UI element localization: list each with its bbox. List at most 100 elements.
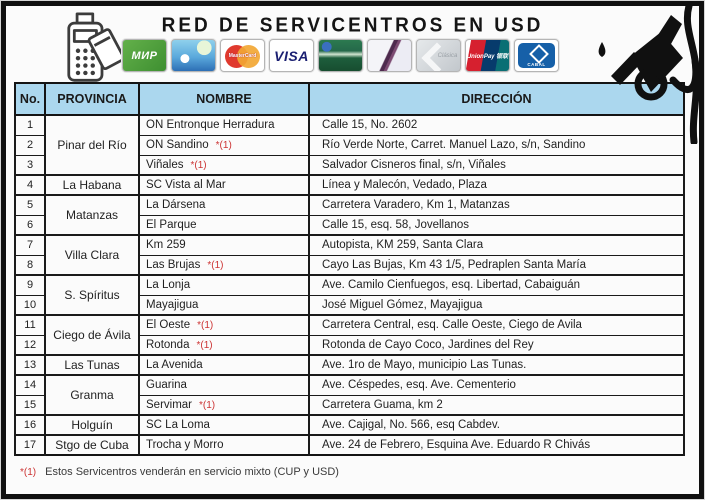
province-cell: Stgo de Cuba bbox=[44, 434, 140, 456]
direccion-cell: Rotonda de Cayo Coco, Jardines del Rey bbox=[308, 334, 685, 356]
footnote: *(1) Estos Servicentros venderán en servi… bbox=[20, 466, 339, 478]
nombre-cell: El Parque bbox=[138, 214, 310, 236]
table-row: 3 Viñales *(1) Salvador Cisneros final, s/n… bbox=[14, 154, 685, 176]
direccion-cell: Río Verde Norte, Carret. Manuel Lazo, s/… bbox=[308, 134, 685, 156]
direccion-cell: José Miguel Gómez, Mayajigua bbox=[308, 294, 685, 316]
row-number-cell: 2 bbox=[14, 134, 46, 156]
servicenter-table: No. PROVINCIA NOMBRE DIRECCIÓN 1 Pinar de… bbox=[14, 82, 685, 456]
tropical-beach-card bbox=[171, 39, 216, 72]
table-row: 5 Matanzas La Dársena Carretera Varadero, K… bbox=[14, 194, 685, 236]
nombre-cell: ON Entronque Herradura bbox=[138, 114, 310, 136]
servicentro-name: Las Brujas bbox=[146, 258, 201, 271]
row-number-cell: 14 bbox=[14, 374, 46, 396]
table-row: 7 Villa Clara Km 259 Autopista, KM 259, San… bbox=[14, 234, 685, 276]
direccion-cell: Autopista, KM 259, Santa Clara bbox=[308, 234, 685, 256]
servicentro-name: SC Vista al Mar bbox=[146, 179, 226, 191]
servicentro-name: El Parque bbox=[146, 218, 197, 231]
footnote-text: Estos Servicentros venderán en servicio … bbox=[45, 466, 339, 478]
card-label: CABAL bbox=[527, 62, 546, 67]
header-direccion: DIRECCIÓN bbox=[308, 82, 685, 116]
province-cell: Villa Clara bbox=[44, 234, 140, 276]
pos-terminal-card-icon bbox=[56, 12, 125, 89]
row-number-cell: 7 bbox=[14, 234, 46, 256]
nombre-cell: Guarina bbox=[138, 374, 310, 396]
nombre-cell: Viñales *(1) bbox=[138, 154, 310, 176]
servicentro-name: Guarina bbox=[146, 379, 187, 392]
row-number-cell: 6 bbox=[14, 214, 46, 236]
direccion-cell: Línea y Malecón, Vedado, Plaza bbox=[308, 174, 685, 196]
servicentro-name: Rotonda bbox=[146, 338, 190, 351]
mixed-service-marker: *(1) bbox=[197, 320, 214, 332]
servicentro-name: Mayajigua bbox=[146, 298, 199, 311]
nombre-cell: La Lonja bbox=[138, 274, 310, 296]
row-number-cell: 16 bbox=[14, 414, 46, 436]
direccion-cell: Ave. Cajigal, No. 566, esq Cabdev. bbox=[308, 414, 685, 436]
row-number-cell: 9 bbox=[14, 274, 46, 296]
table-row: 11 Ciego de Ávila El Oeste *(1) Carretera Ce… bbox=[14, 314, 685, 356]
servicentro-name: SC La Loma bbox=[146, 419, 210, 431]
card-label: Clásica bbox=[437, 52, 458, 59]
nombre-cell: SC La Loma bbox=[138, 414, 310, 436]
card-strip: МИР MasterCard VISA Clásica UnionPay 银联 CABAL bbox=[122, 39, 559, 72]
table-row: 2 ON Sandino *(1) Río Verde Norte, Carret. … bbox=[14, 134, 685, 156]
row-number-cell: 1 bbox=[14, 114, 46, 136]
nombre-cell: El Oeste *(1) bbox=[138, 314, 310, 336]
page-title: RED DE SERVICENTROS EN USD bbox=[161, 14, 544, 37]
servicentro-name: Viñales bbox=[146, 158, 184, 171]
green-bank-card bbox=[318, 39, 363, 72]
footnote-marker: *(1) bbox=[20, 467, 37, 478]
direccion-cell: Carretera Guama, km 2 bbox=[308, 394, 685, 416]
row-number-cell: 4 bbox=[14, 174, 46, 196]
swoosh-bank-card bbox=[367, 39, 412, 72]
nombre-cell: Km 259 bbox=[138, 234, 310, 256]
cabal-card: CABAL bbox=[514, 39, 559, 72]
unionpay-card: UnionPay 银联 bbox=[465, 39, 510, 72]
direccion-cell: Salvador Cisneros final, s/n, Viñales bbox=[308, 154, 685, 176]
province-cell: Granma bbox=[44, 374, 140, 416]
header-nombre: NOMBRE bbox=[138, 82, 310, 116]
mastercard-card: MasterCard bbox=[220, 39, 265, 72]
servicentro-name: ON Entronque Herradura bbox=[146, 119, 275, 132]
nombre-cell: Trocha y Morro bbox=[138, 434, 310, 456]
header-no: No. bbox=[14, 82, 46, 116]
card-label: VISA bbox=[274, 47, 309, 64]
row-number-cell: 12 bbox=[14, 334, 46, 356]
nombre-cell: Servimar *(1) bbox=[138, 394, 310, 416]
direccion-cell: Ave. Céspedes, esq. Ave. Cementerio bbox=[308, 374, 685, 396]
direccion-cell: Carretera Varadero, Km 1, Matanzas bbox=[308, 194, 685, 216]
chevron-bank-card: Clásica bbox=[416, 39, 461, 72]
table-body: 1 Pinar del Río ON Entronque Herradura Call… bbox=[14, 114, 685, 456]
visa-card: VISA bbox=[269, 39, 314, 72]
direccion-cell: Ave. 24 de Febrero, Esquina Ave. Eduardo… bbox=[308, 434, 685, 456]
table-row: 13 Las Tunas La Avenida Ave. 1ro de Mayo, m… bbox=[14, 354, 685, 376]
nombre-cell: ON Sandino *(1) bbox=[138, 134, 310, 156]
table-row: 17 Stgo de Cuba Trocha y Morro Ave. 24 de F… bbox=[14, 434, 685, 456]
mir-card: МИР bbox=[122, 39, 167, 72]
servicenter-table-wrap: No. PROVINCIA NOMBRE DIRECCIÓN 1 Pinar de… bbox=[14, 82, 685, 456]
header: RED DE SERVICENTROS EN USD МИР MasterCard… bbox=[6, 6, 699, 146]
nombre-cell: SC Vista al Mar bbox=[138, 174, 310, 196]
table-row: 16 Holguín SC La Loma Ave. Cajigal, No. 566… bbox=[14, 414, 685, 436]
row-number-cell: 15 bbox=[14, 394, 46, 416]
row-number-cell: 3 bbox=[14, 154, 46, 176]
province-cell: Ciego de Ávila bbox=[44, 314, 140, 356]
row-number-cell: 13 bbox=[14, 354, 46, 376]
direccion-cell: Cayo Las Bujas, Km 43 1/5, Pedraplen San… bbox=[308, 254, 685, 276]
card-label: UnionPay 银联 bbox=[466, 54, 509, 60]
row-number-cell: 11 bbox=[14, 314, 46, 336]
header-provincia: PROVINCIA bbox=[44, 82, 140, 116]
province-cell: Pinar del Río bbox=[44, 114, 140, 176]
direccion-cell: Calle 15, esq. 58, Jovellanos bbox=[308, 214, 685, 236]
province-cell: S. Spíritus bbox=[44, 274, 140, 316]
direccion-cell: Ave. Camilo Cienfuegos, esq. Libertad, C… bbox=[308, 274, 685, 296]
row-number-cell: 17 bbox=[14, 434, 46, 456]
mixed-service-marker: *(1) bbox=[207, 259, 224, 271]
nombre-cell: La Avenida bbox=[138, 354, 310, 376]
table-row: 8 Las Brujas *(1) Cayo Las Bujas, Km 43 1/5… bbox=[14, 254, 685, 276]
card-label: MasterCard bbox=[228, 52, 257, 59]
servicentro-name: La Dársena bbox=[146, 199, 206, 212]
servicentro-name: Trocha y Morro bbox=[146, 439, 224, 451]
servicentro-name: La Lonja bbox=[146, 279, 191, 292]
servicentro-name: La Avenida bbox=[146, 359, 203, 371]
